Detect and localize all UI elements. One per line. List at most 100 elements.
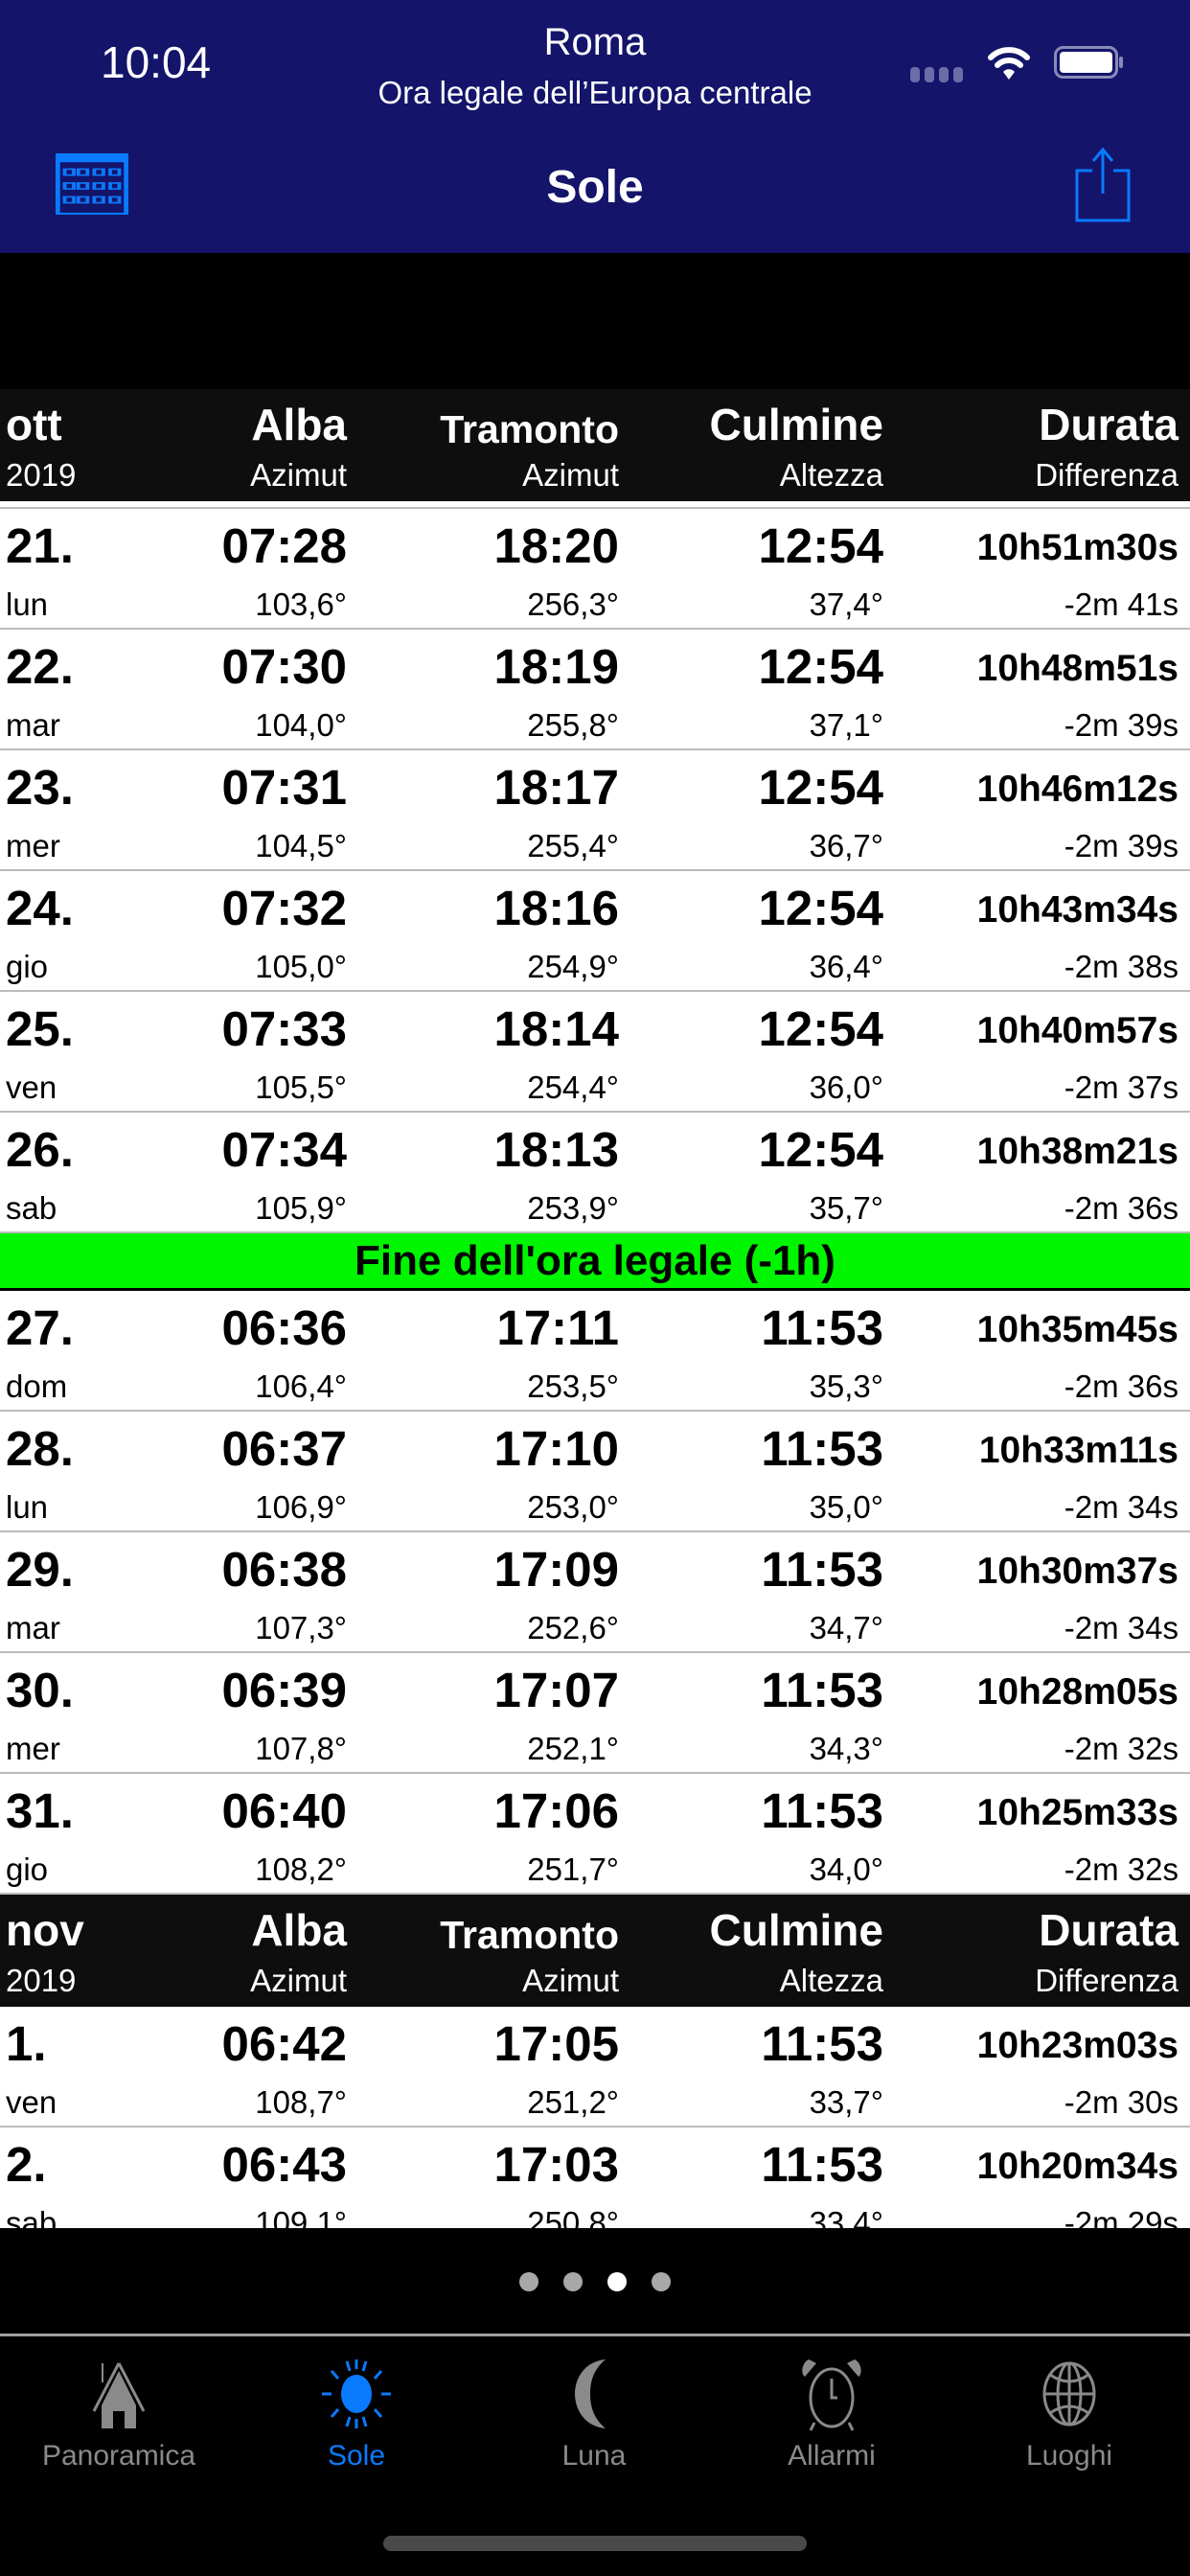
sunset-time: 18:16 [493, 881, 619, 935]
col-culmination-sub: Altezza [779, 1963, 883, 1998]
day-length: 10h40m57s [976, 1010, 1179, 1051]
table-row[interactable]: 21. lun 07:28 103,6° 18:20 256,3° 12:54 37,4° 10… [0, 509, 1190, 630]
sunrise-time: 06:38 [221, 1542, 347, 1597]
culmination-altitude: 35,0° [809, 1489, 883, 1525]
sunset-time: 17:03 [493, 2137, 619, 2192]
culmination-altitude: 36,7° [809, 828, 883, 863]
culmination-time: 12:54 [758, 639, 883, 694]
tab-label: Panoramica [41, 2440, 196, 2472]
sunrise-time: 07:33 [221, 1001, 347, 1056]
weekday: dom [6, 1368, 68, 1404]
col-culmination: Culmine [709, 400, 883, 449]
culmination-time: 12:54 [758, 881, 883, 935]
day-number: 29. [6, 1542, 74, 1597]
day-number: 30. [6, 1663, 74, 1717]
table-row[interactable]: 23. mer 07:31 104,5° 18:17 255,4° 12:54 36,7° 10… [0, 750, 1190, 871]
day-length-difference: -2m 36s [1064, 1190, 1179, 1226]
day-length: 10h35m45s [976, 1309, 1179, 1350]
table-row[interactable]: 2. sab 06:43 109,1° 17:03 250,8° 11:53 33,4° 10h… [0, 2128, 1190, 2228]
tab-luoghi[interactable]: Luoghi [950, 2336, 1188, 2576]
weekday: ven [6, 1070, 57, 1105]
col-sunrise-sub: Azimut [250, 457, 347, 493]
sunrise-azimuth: 105,9° [255, 1190, 347, 1226]
day-length: 10h46m12s [976, 769, 1179, 810]
sunrise-time: 06:40 [221, 1783, 347, 1838]
culmination-time: 12:54 [758, 518, 883, 573]
sunset-azimuth: 252,1° [527, 1731, 619, 1766]
weekday: mar [6, 1610, 60, 1645]
day-number: 27. [6, 1300, 74, 1355]
table-row[interactable]: 22. mar 07:30 104,0° 18:19 255,8° 12:54 37,1° 10… [0, 630, 1190, 750]
day-number: 31. [6, 1783, 74, 1838]
home-indicator [383, 2536, 807, 2551]
col-duration: Durata [1039, 1905, 1179, 1955]
table-row[interactable]: 31. gio 06:40 108,2° 17:06 251,7° 11:53 34,0° 10… [0, 1774, 1190, 1895]
culmination-time: 11:53 [761, 2137, 883, 2192]
day-length: 10h23m03s [976, 2025, 1179, 2066]
col-culmination-sub: Altezza [779, 457, 883, 493]
table-row[interactable]: 1. ven 06:42 108,7° 17:05 251,2° 11:53 33,7° 10h… [0, 2007, 1190, 2128]
location-name: Roma [543, 21, 647, 63]
day-number: 25. [6, 1001, 74, 1056]
sunrise-azimuth: 103,6° [255, 586, 347, 622]
day-number: 23. [6, 760, 74, 815]
sunset-azimuth: 252,6° [527, 1610, 619, 1645]
col-duration: Durata [1039, 400, 1179, 449]
culmination-time: 11:53 [761, 1663, 883, 1717]
tab-luna[interactable]: Luna [475, 2336, 713, 2576]
day-length: 10h43m34s [976, 889, 1179, 931]
sunrise-azimuth: 108,7° [255, 2084, 347, 2120]
sunset-azimuth: 255,4° [527, 828, 619, 863]
sun-table[interactable]: 21. lun 07:28 103,6° 18:20 256,3° 12:54 37,4° 10… [0, 501, 1190, 2228]
culmination-altitude: 36,0° [809, 1070, 883, 1105]
day-number: 24. [6, 881, 74, 935]
calendar-icon[interactable] [56, 153, 128, 215]
day-length-difference: -2m 36s [1064, 1368, 1179, 1404]
tab-label: Allarmi [788, 2440, 876, 2472]
table-row[interactable]: 29. mar 06:38 107,3° 17:09 252,6° 11:53 34,7° 10… [0, 1532, 1190, 1653]
page-dot[interactable] [519, 2272, 538, 2291]
sunset-azimuth: 256,3° [527, 586, 619, 622]
sunset-time: 18:13 [493, 1122, 619, 1177]
sunrise-azimuth: 104,5° [255, 828, 347, 863]
tab-panoramica[interactable]: Panoramica [0, 2336, 238, 2576]
table-row[interactable]: 25. ven 07:33 105,5° 18:14 254,4° 12:54 36,0° 10… [0, 992, 1190, 1113]
day-number: 1. [6, 2016, 47, 2071]
culmination-time: 11:53 [761, 1542, 883, 1597]
culmination-altitude: 37,4° [809, 586, 883, 622]
tab-sole[interactable]: Sole [238, 2336, 475, 2576]
page-indicator[interactable] [0, 2272, 1190, 2291]
page-dot[interactable] [607, 2272, 627, 2291]
day-length: 10h33m11s [978, 1430, 1179, 1471]
sun-icon [322, 2359, 391, 2428]
tab-allarmi[interactable]: Allarmi [713, 2336, 950, 2576]
sunrise-time: 07:28 [221, 518, 347, 573]
moon-icon [575, 2359, 606, 2428]
sunset-time: 17:10 [493, 1421, 619, 1476]
tab-label: Luoghi [1025, 2440, 1113, 2472]
page-dot[interactable] [652, 2272, 671, 2291]
table-row[interactable]: 24. gio 07:32 105,0° 18:16 254,9° 12:54 36,4° 10… [0, 871, 1190, 992]
sunrise-time: 07:32 [221, 881, 347, 935]
page-title: Sole [546, 162, 644, 213]
day-length: 10h48m51s [976, 648, 1179, 689]
sunset-azimuth: 254,9° [527, 949, 619, 984]
day-length-difference: -2m 38s [1064, 949, 1179, 984]
table-row[interactable]: 28. lun 06:37 106,9° 17:10 253,0° 11:53 35,0° 10… [0, 1412, 1190, 1532]
weekday: ven [6, 2084, 57, 2120]
culmination-altitude: 34,7° [809, 1610, 883, 1645]
share-icon[interactable] [1073, 146, 1133, 222]
table-row[interactable]: 26. sab 07:34 105,9° 18:13 253,9° 12:54 35,7° 10… [0, 1113, 1190, 1233]
table-row[interactable]: 27. dom 06:36 106,4° 17:11 253,5° 11:53 35,3° 10… [0, 1291, 1190, 1412]
day-length-difference: -2m 39s [1064, 707, 1179, 743]
sunrise-azimuth: 106,4° [255, 1368, 347, 1404]
table-row[interactable]: 30. mer 06:39 107,8° 17:07 252,1° 11:53 34,3° 10… [0, 1653, 1190, 1774]
page-dot[interactable] [563, 2272, 583, 2291]
culmination-altitude: 33,7° [809, 2084, 883, 2120]
sunset-azimuth: 255,8° [527, 707, 619, 743]
weekday: lun [6, 586, 49, 622]
tab-label: Sole [327, 2440, 386, 2472]
col-sunset-sub: Azimut [522, 457, 619, 493]
sunset-azimuth: 251,7° [527, 1852, 619, 1887]
col-sunrise-sub: Azimut [250, 1963, 347, 1998]
